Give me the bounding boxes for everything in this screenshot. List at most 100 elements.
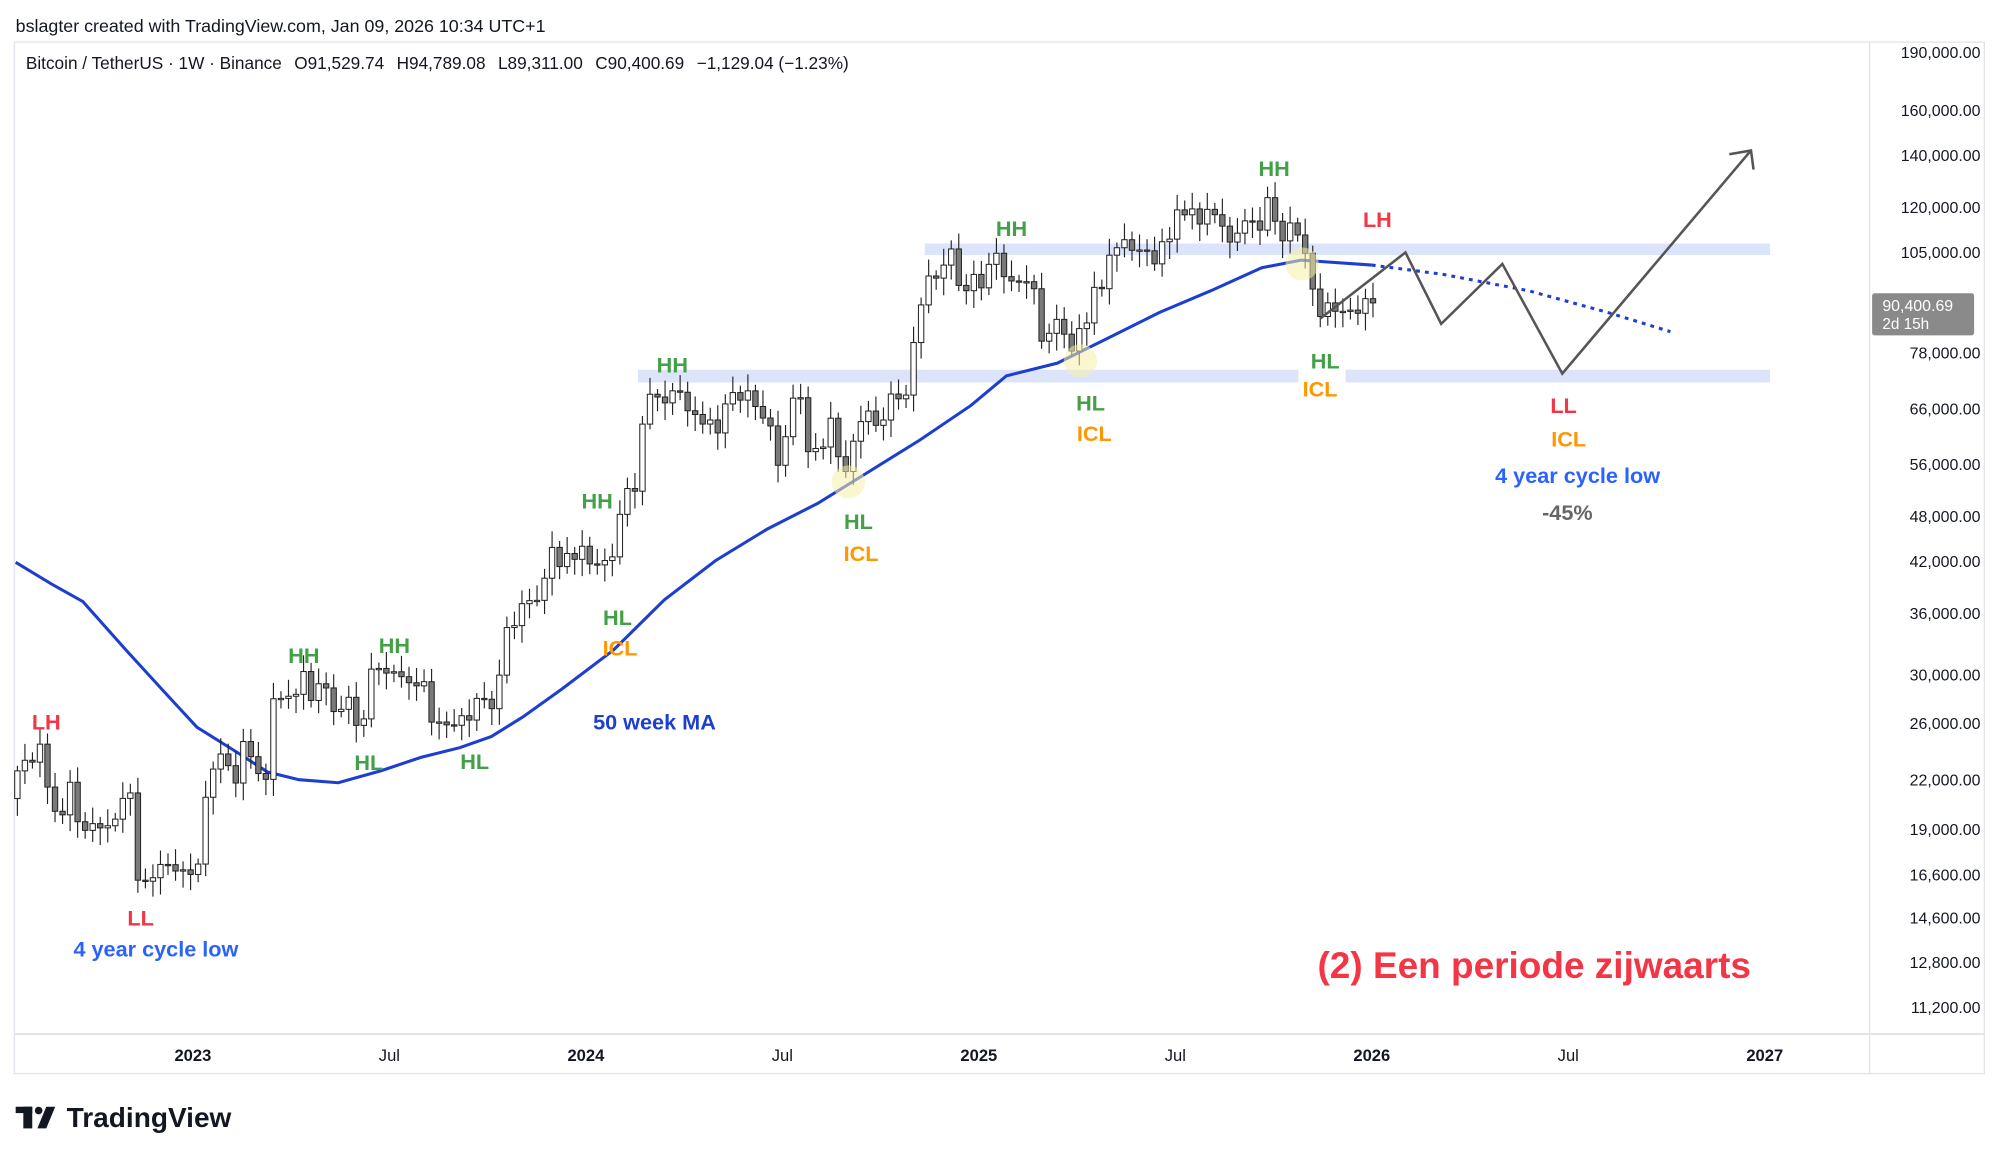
candle-down[interactable] xyxy=(428,668,435,736)
candle-up[interactable] xyxy=(360,710,367,737)
candle-up[interactable] xyxy=(1241,208,1249,245)
time-axis[interactable]: 2023 Jul 2024 Jul 2025 Jul 2026 Jul 2027 xyxy=(174,1046,1783,1065)
candle-down[interactable] xyxy=(759,390,767,424)
candle-down[interactable] xyxy=(97,816,104,845)
candle-up[interactable] xyxy=(119,782,127,833)
annotation-icl4[interactable]: ICL xyxy=(844,541,879,566)
candle-down[interactable] xyxy=(1038,272,1045,349)
support-zone-left[interactable] xyxy=(637,369,1299,383)
candle-down[interactable] xyxy=(556,540,563,580)
candle-up[interactable] xyxy=(812,433,819,461)
candle-up[interactable] xyxy=(970,260,978,308)
chart-panel[interactable] xyxy=(13,41,1985,1075)
candle-down[interactable] xyxy=(443,711,450,738)
candle-up[interactable] xyxy=(646,377,654,430)
candle-down[interactable] xyxy=(835,412,842,472)
candle-up[interactable] xyxy=(1347,297,1354,320)
candle-up[interactable] xyxy=(1106,238,1113,305)
candle-up[interactable] xyxy=(917,297,925,359)
candle-down[interactable] xyxy=(1219,198,1226,243)
candle-down[interactable] xyxy=(1000,244,1008,294)
candle-up[interactable] xyxy=(601,548,608,582)
annotation-drop[interactable]: -45% xyxy=(1542,500,1593,525)
annotation-hl1[interactable]: HL xyxy=(354,750,383,775)
candle-down[interactable] xyxy=(767,408,774,441)
ma50-line[interactable] xyxy=(14,258,1372,785)
candle-up[interactable] xyxy=(624,477,631,527)
candle-up[interactable] xyxy=(458,708,465,741)
candle-down[interactable] xyxy=(134,777,142,893)
candle-down[interactable] xyxy=(405,666,413,700)
candle-up[interactable] xyxy=(66,770,74,832)
candle-up[interactable] xyxy=(744,374,752,418)
candle-down[interactable] xyxy=(804,386,812,468)
candle-down[interactable] xyxy=(895,379,902,410)
candle-up[interactable] xyxy=(1166,227,1173,260)
candle-up[interactable] xyxy=(36,728,44,778)
candle-up[interactable] xyxy=(1091,271,1098,335)
candle-down[interactable] xyxy=(1256,206,1264,246)
candle-up[interactable] xyxy=(948,240,955,280)
candle-down[interactable] xyxy=(872,396,880,432)
candle-down[interactable] xyxy=(255,742,262,782)
candle-up[interactable] xyxy=(375,662,383,686)
forecast-zigzag[interactable] xyxy=(1319,149,1752,376)
candle-down[interactable] xyxy=(1098,279,1106,297)
candle-down[interactable] xyxy=(322,672,330,706)
candle-down[interactable] xyxy=(676,375,684,401)
candle-down[interactable] xyxy=(262,763,270,796)
annotation-hh3[interactable]: HH xyxy=(581,489,612,514)
annotation-hl4[interactable]: HL xyxy=(844,509,873,534)
candle-down[interactable] xyxy=(955,233,962,292)
candle-up[interactable] xyxy=(533,585,541,607)
candle-up[interactable] xyxy=(209,761,217,815)
candle-up[interactable] xyxy=(1362,288,1369,331)
candle-up[interactable] xyxy=(563,537,571,574)
annotation-ll1[interactable]: LL xyxy=(127,906,153,931)
candle-up[interactable] xyxy=(21,743,29,785)
candle-up[interactable] xyxy=(1286,206,1294,254)
tradingview-logo[interactable]: TradingView xyxy=(15,1102,232,1133)
candle-up[interactable] xyxy=(285,679,292,709)
candle-down[interactable] xyxy=(330,674,337,726)
candle-down[interactable] xyxy=(752,384,759,421)
candle-down[interactable] xyxy=(1143,239,1151,267)
annotation-icl7[interactable]: ICL xyxy=(1551,426,1586,451)
candle-up[interactable] xyxy=(579,530,586,577)
annotation-title[interactable]: (2) Een periode zijwaarts xyxy=(1317,945,1750,986)
candle-up[interactable] xyxy=(112,812,119,832)
candle-up[interactable] xyxy=(880,407,887,441)
candle-up[interactable] xyxy=(368,652,375,728)
candle-down[interactable] xyxy=(225,743,232,771)
candle-down[interactable] xyxy=(1061,307,1068,349)
candle-up[interactable] xyxy=(149,864,157,897)
candle-down[interactable] xyxy=(383,651,390,690)
candle-up[interactable] xyxy=(1136,234,1143,268)
price-axis[interactable]: 190,000.00 160,000.00 140,000.00 120,000.00… xyxy=(1901,45,1981,1017)
candle-down[interactable] xyxy=(74,767,81,838)
candle-down[interactable] xyxy=(164,853,172,875)
candle-down[interactable] xyxy=(1249,207,1256,239)
candle-up[interactable] xyxy=(993,238,1000,280)
candle-up[interactable] xyxy=(496,659,503,725)
candle-up[interactable] xyxy=(157,850,164,895)
candle-down[interactable] xyxy=(142,868,149,889)
candle-up[interactable] xyxy=(722,394,729,449)
annotation-hh1[interactable]: HH xyxy=(288,643,319,668)
candle-up[interactable] xyxy=(902,384,910,409)
annotation-hl5[interactable]: HL xyxy=(1076,391,1105,416)
candle-down[interactable] xyxy=(594,548,601,575)
annotation-hh6[interactable]: HH xyxy=(1258,156,1289,181)
annotation-hh2[interactable]: HH xyxy=(379,633,410,658)
candle-down[interactable] xyxy=(466,699,473,738)
candle-down[interactable] xyxy=(1151,236,1158,271)
annotation-hh5[interactable]: HH xyxy=(996,216,1027,241)
candle-up[interactable] xyxy=(270,682,277,796)
annotation-cycle1[interactable]: 4 year cycle low xyxy=(73,936,238,961)
candle-up[interactable] xyxy=(503,616,511,684)
annotation-icl3[interactable]: ICL xyxy=(603,635,638,660)
candle-up[interactable] xyxy=(669,383,676,415)
candle-down[interactable] xyxy=(1008,260,1015,292)
candle-up[interactable] xyxy=(315,668,322,714)
candle-up[interactable] xyxy=(292,688,300,714)
